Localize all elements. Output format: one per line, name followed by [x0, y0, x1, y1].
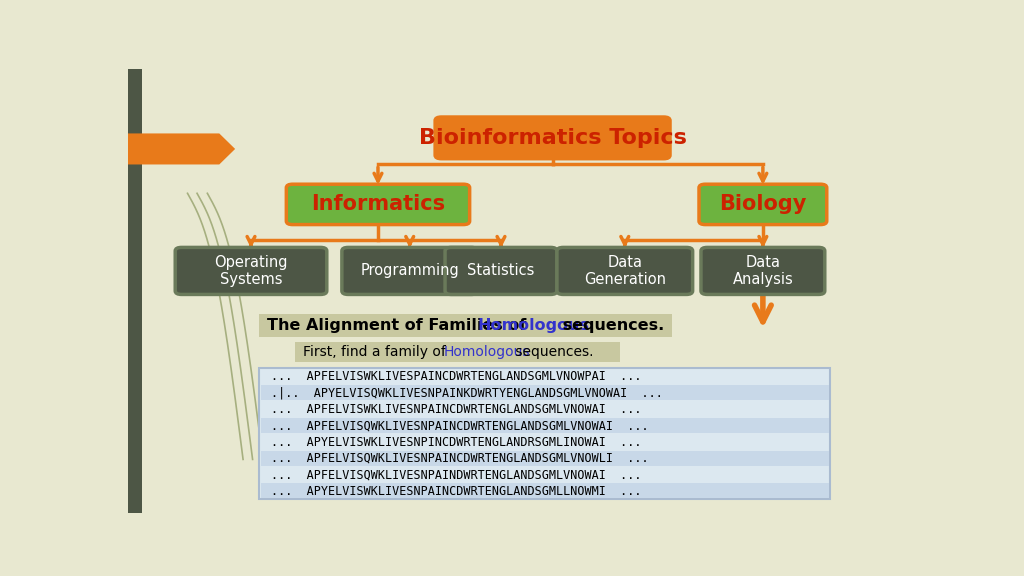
- Text: ...  APFELVISQWKLIVESNPAINDWRTENGLANDSGMLVNOWAI  ...: ... APFELVISQWKLIVESNPAINDWRTENGLANDSGML…: [270, 468, 641, 482]
- FancyBboxPatch shape: [260, 450, 828, 466]
- Text: Statistics: Statistics: [467, 263, 535, 278]
- Text: Informatics: Informatics: [311, 194, 445, 214]
- FancyBboxPatch shape: [259, 314, 672, 338]
- Text: First, find a family of: First, find a family of: [303, 345, 450, 359]
- Text: Data
Analysis: Data Analysis: [732, 255, 794, 287]
- FancyBboxPatch shape: [445, 248, 557, 294]
- Text: The Alignment of Families of: The Alignment of Families of: [267, 319, 531, 334]
- FancyBboxPatch shape: [342, 248, 477, 294]
- Text: Homologous: Homologous: [477, 319, 589, 334]
- Polygon shape: [128, 134, 236, 165]
- Text: Operating
Systems: Operating Systems: [214, 255, 288, 287]
- Text: ...  APFELVISWKLIVESPAINCDWRTENGLANDSGMLVNOWPAI  ...: ... APFELVISWKLIVESPAINCDWRTENGLANDSGMLV…: [270, 370, 641, 383]
- Text: Biology: Biology: [719, 194, 807, 214]
- Text: .|..  APYELVISQWKLIVESNPAINKDWRTYENGLANDSGMLVNOWAI  ...: .|.. APYELVISQWKLIVESNPAINKDWRTYENGLANDS…: [270, 386, 663, 400]
- Text: Bioinformatics Topics: Bioinformatics Topics: [419, 128, 686, 148]
- FancyBboxPatch shape: [259, 369, 830, 499]
- Text: ...  APFELVISWKLIVESNPAINCDWRTENGLANDSGMLVNOWAI  ...: ... APFELVISWKLIVESNPAINCDWRTENGLANDSGML…: [270, 403, 641, 416]
- Text: ...  APFELVISQWKLIVESNPAINCDWRTENGLANDSGMLVNOWAI  ...: ... APFELVISQWKLIVESNPAINCDWRTENGLANDSGM…: [270, 419, 648, 432]
- FancyBboxPatch shape: [260, 483, 828, 498]
- Text: ...  APYELVISWKLIVESNPINCDWRTENGLANDRSGMLINOWAI  ...: ... APYELVISWKLIVESNPINCDWRTENGLANDRSGML…: [270, 435, 641, 449]
- FancyBboxPatch shape: [287, 184, 470, 225]
- Text: sequences.: sequences.: [557, 319, 664, 334]
- Text: sequences.: sequences.: [511, 345, 593, 359]
- FancyBboxPatch shape: [701, 248, 824, 294]
- Text: ...  APYELVISWKLIVESNPAINCDWRTENGLANDSGMLLNOWMI  ...: ... APYELVISWKLIVESNPAINCDWRTENGLANDSGML…: [270, 484, 641, 498]
- FancyBboxPatch shape: [175, 248, 327, 294]
- Text: Programming: Programming: [360, 263, 459, 278]
- FancyBboxPatch shape: [260, 385, 828, 400]
- FancyBboxPatch shape: [557, 248, 692, 294]
- Text: Homologous: Homologous: [443, 345, 530, 359]
- FancyBboxPatch shape: [260, 418, 828, 433]
- FancyBboxPatch shape: [699, 184, 826, 225]
- Text: ...  APFELVISQWKLIVESNPAINCDWRTENGLANDSGMLVNOWLI  ...: ... APFELVISQWKLIVESNPAINCDWRTENGLANDSGM…: [270, 452, 648, 465]
- FancyBboxPatch shape: [435, 117, 670, 159]
- FancyBboxPatch shape: [295, 342, 620, 362]
- Text: Data
Generation: Data Generation: [584, 255, 666, 287]
- FancyBboxPatch shape: [128, 69, 142, 513]
